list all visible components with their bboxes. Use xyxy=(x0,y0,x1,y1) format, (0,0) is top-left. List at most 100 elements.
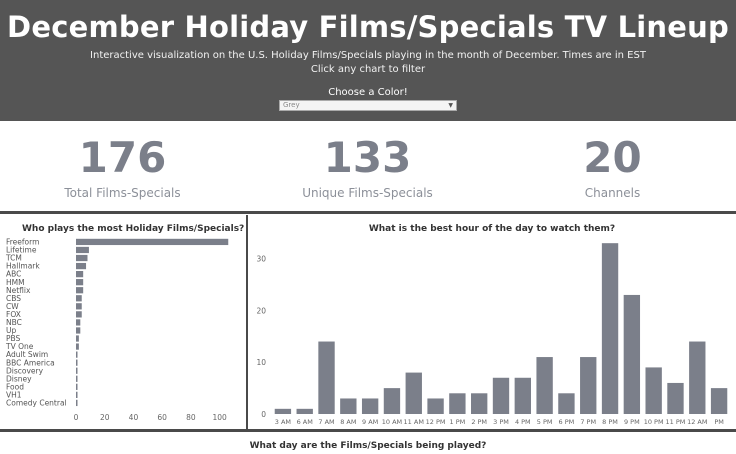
hour-x-tick: 11 PM xyxy=(666,418,686,426)
channel-bar[interactable] xyxy=(76,359,78,366)
channel-bar[interactable] xyxy=(76,311,82,318)
hour-bar[interactable] xyxy=(318,341,335,414)
dashboard-title: December Holiday Films/Specials TV Lineu… xyxy=(7,10,729,44)
channel-label: Up xyxy=(6,326,16,335)
hour-bar[interactable] xyxy=(274,408,292,414)
channel-label: Lifetime xyxy=(6,246,37,255)
channel-label: TV One xyxy=(5,342,34,351)
hour-x-tick: 11 AM xyxy=(404,418,424,426)
channel-label: Freeform xyxy=(6,238,39,247)
kpi-total[interactable]: 176 Total Films-Specials xyxy=(0,132,245,200)
channel-label: VH1 xyxy=(6,390,22,399)
channel-label: BBC America xyxy=(6,358,55,367)
dashboard-header: December Holiday Films/Specials TV Lineu… xyxy=(0,0,736,121)
hour-bar[interactable] xyxy=(623,294,641,414)
channel-label: CW xyxy=(6,302,19,311)
channel-bar[interactable] xyxy=(76,238,229,246)
kpi-unique-value: 133 xyxy=(323,133,412,182)
channel-label: TCM xyxy=(5,254,22,263)
channel-bar[interactable] xyxy=(76,383,78,390)
chevron-down-icon[interactable]: ▼ xyxy=(448,102,453,109)
channel-label: FOX xyxy=(6,310,21,319)
kpi-unique-label: Unique Films-Specials xyxy=(302,186,433,200)
hour-bar[interactable] xyxy=(340,398,357,414)
channel-bar[interactable] xyxy=(76,343,79,350)
channel-label: PBS xyxy=(6,334,21,343)
channel-bar[interactable] xyxy=(76,303,82,310)
channel-bar[interactable] xyxy=(76,335,79,342)
channel-bar[interactable] xyxy=(76,391,78,398)
channel-label: Food xyxy=(6,382,24,391)
kpi-channels[interactable]: 20 Channels xyxy=(490,132,735,200)
channel-bar[interactable] xyxy=(76,327,81,334)
channel-bar[interactable] xyxy=(76,295,82,302)
channel-chart-title: Who plays the most Holiday Films/Special… xyxy=(22,224,245,234)
hour-x-tick: 7 PM xyxy=(580,418,596,426)
channel-label: Disney xyxy=(6,374,32,383)
channel-label: NBC xyxy=(6,318,22,327)
hour-x-tick: 4 PM xyxy=(515,418,531,426)
subtitle-line-2: Click any chart to filter xyxy=(310,64,426,75)
hour-x-tick: 12 PM xyxy=(426,418,446,426)
hour-bar[interactable] xyxy=(667,382,684,414)
channel-x-tick: 20 xyxy=(100,413,110,422)
hour-bar[interactable] xyxy=(710,388,728,414)
channel-chart[interactable]: FreeformLifetimeTCMHallmarkABCHMMNetflix… xyxy=(0,236,244,428)
hour-bar[interactable] xyxy=(449,393,466,414)
channel-bar[interactable] xyxy=(76,279,84,286)
hour-chart-title: What is the best hour of the day to watc… xyxy=(368,224,616,234)
hour-bar[interactable] xyxy=(558,393,575,414)
hour-bar[interactable] xyxy=(645,367,662,414)
channel-x-tick: 100 xyxy=(212,413,227,422)
hour-bar[interactable] xyxy=(361,398,379,414)
channel-label: Discovery xyxy=(6,366,44,375)
channel-bar[interactable] xyxy=(76,262,87,270)
hour-x-tick: 9 PM xyxy=(624,418,640,426)
kpi-channels-value: 20 xyxy=(583,133,642,182)
hour-bar[interactable] xyxy=(536,357,553,414)
hour-y-tick: 30 xyxy=(256,255,266,264)
channel-bar[interactable] xyxy=(76,351,78,358)
hour-x-tick: 9 AM xyxy=(362,418,378,426)
kpi-total-label: Total Films-Specials xyxy=(64,186,181,200)
kpi-unique[interactable]: 133 Unique Films-Specials xyxy=(245,132,490,200)
hour-x-tick: 7 AM xyxy=(318,418,334,426)
hour-bar[interactable] xyxy=(689,341,706,414)
hour-bar[interactable] xyxy=(492,377,510,414)
hour-x-tick: 6 AM xyxy=(297,418,313,426)
subtitle-line-1: Interactive visualization on the U.S. Ho… xyxy=(90,50,646,61)
hour-bar[interactable] xyxy=(601,243,619,414)
channel-bar[interactable] xyxy=(76,367,78,374)
hour-x-tick: 2 PM xyxy=(471,418,487,426)
channel-bar[interactable] xyxy=(76,254,88,262)
hour-bar[interactable] xyxy=(514,377,531,414)
channel-bar[interactable] xyxy=(76,399,78,407)
channel-x-tick: 60 xyxy=(157,413,167,422)
kpi-channels-label: Channels xyxy=(584,186,641,200)
hour-x-tick: 1 PM xyxy=(450,418,466,426)
hour-bar[interactable] xyxy=(580,357,597,414)
channel-bar[interactable] xyxy=(76,375,78,382)
section-divider-top xyxy=(0,211,736,214)
channel-bar[interactable] xyxy=(76,287,84,294)
channel-x-tick: 40 xyxy=(129,413,139,422)
hour-bar[interactable] xyxy=(471,393,488,414)
channel-bar[interactable] xyxy=(76,319,81,326)
section-divider-vertical xyxy=(246,215,248,431)
channel-label: HMM xyxy=(6,278,25,287)
hour-bar[interactable] xyxy=(405,372,422,414)
channel-bar[interactable] xyxy=(76,246,89,254)
channel-bar[interactable] xyxy=(76,271,84,278)
hour-bar[interactable] xyxy=(383,388,401,414)
channel-x-tick: 0 xyxy=(74,413,79,422)
channel-label: Comedy Central xyxy=(6,399,67,408)
channel-label: ABC xyxy=(6,270,21,279)
hour-bar[interactable] xyxy=(296,408,313,414)
channel-label: Hallmark xyxy=(6,262,40,271)
hour-bar[interactable] xyxy=(427,398,444,414)
hour-x-tick: 5 PM xyxy=(537,418,553,426)
channel-label: CBS xyxy=(6,294,21,303)
color-dropdown[interactable]: Grey ▼ xyxy=(279,100,457,111)
hour-x-tick: 3 PM xyxy=(493,418,509,426)
